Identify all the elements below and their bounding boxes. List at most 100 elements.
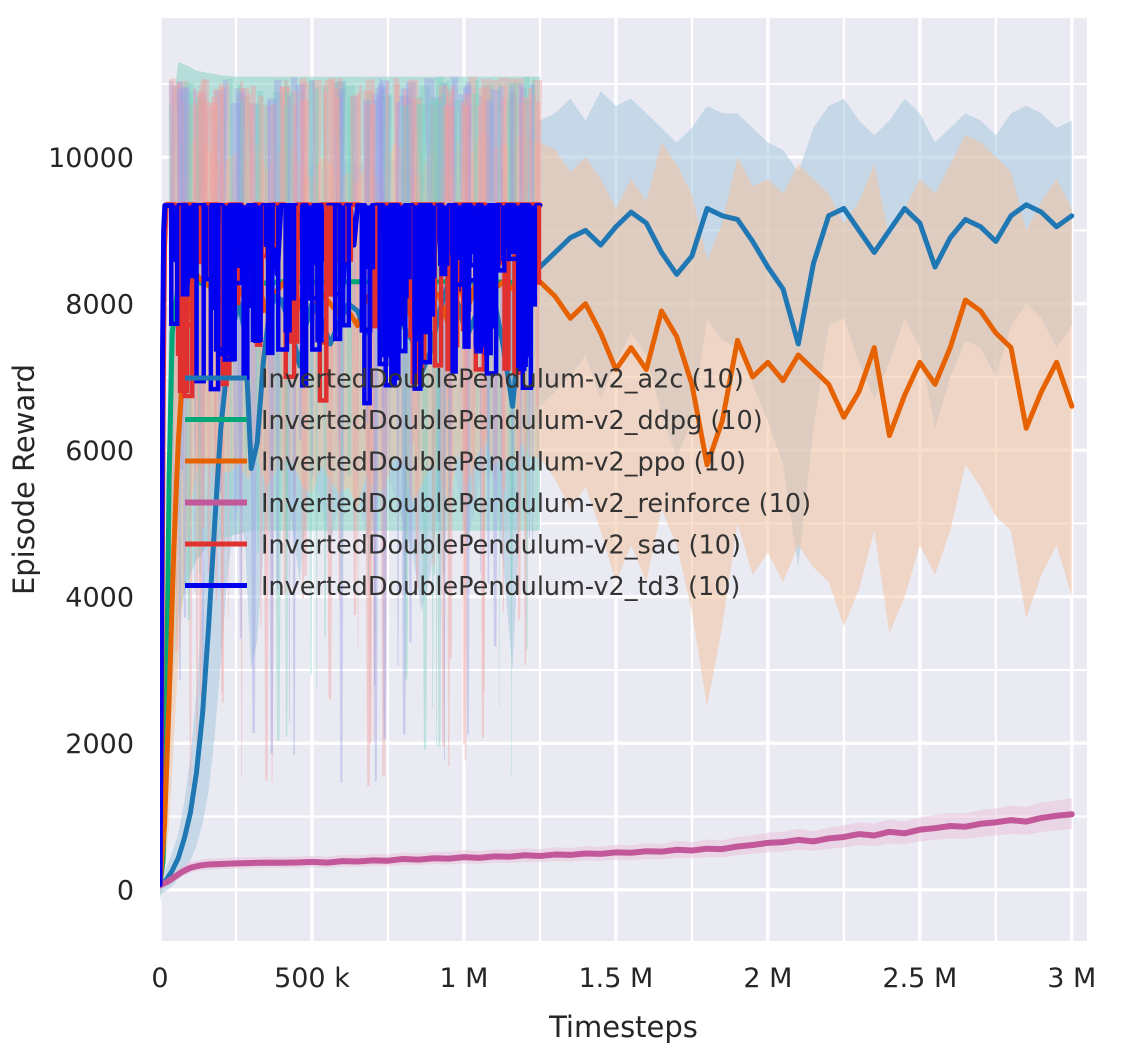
variance-spike: [458, 94, 464, 201]
variance-spike: [484, 86, 492, 287]
plateau-dip: [300, 205, 309, 388]
plateau-dip: [426, 205, 437, 279]
variance-spike: [517, 102, 527, 209]
variance-spike: [453, 100, 464, 284]
plateau-dip: [208, 205, 221, 392]
variance-spike: [237, 103, 245, 277]
series-layer: [160, 61, 1075, 901]
variance-spike: [424, 78, 435, 222]
y-tick-label: 0: [117, 876, 134, 907]
variance-spike: [416, 104, 427, 210]
variance-spike: [175, 83, 181, 260]
plateau-dip: [473, 205, 485, 348]
variance-spike: [323, 91, 328, 280]
variance-spike: [471, 93, 479, 204]
y-tick-label: 2000: [65, 729, 134, 760]
variance-spike: [223, 79, 229, 209]
x-tick-label: 3 M: [1047, 963, 1096, 994]
plateau-dip: [462, 205, 471, 349]
variance-spike: [443, 103, 448, 254]
plateau-dip: [203, 205, 215, 282]
variance-spike: [237, 84, 242, 257]
plateau-dip: [516, 205, 527, 372]
x-tick-label: 1.5 M: [578, 963, 653, 994]
variance-spike: [403, 98, 409, 287]
plateau-dip: [177, 205, 190, 394]
y-tick-label: 8000: [65, 290, 134, 321]
variance-spike: [334, 81, 339, 313]
plateau-dips: [169, 205, 538, 406]
plateau-dip: [315, 205, 324, 343]
plateau-dip: [263, 205, 275, 247]
variance-spike: [433, 99, 443, 506]
plateau-dip: [194, 205, 206, 384]
variance-spike: [379, 77, 382, 252]
x-tick-label: 2.5 M: [882, 963, 957, 994]
variance-spike: [347, 97, 355, 307]
variance-spike: [168, 81, 175, 249]
plateau-dip: [438, 205, 450, 266]
variance-spike: [323, 84, 326, 302]
legend-label: InvertedDoublePendulum-v2_a2c (10): [261, 365, 744, 395]
plateau-dip: [187, 205, 197, 279]
plateau-dip: [243, 205, 255, 309]
variance-spike: [446, 96, 452, 297]
plateau-dip: [252, 205, 261, 344]
variance-spike: [452, 80, 456, 233]
variance-spike: [208, 102, 217, 299]
legend-label: InvertedDoublePendulum-v2_ddpg (10): [261, 406, 763, 436]
variance-spike: [410, 85, 413, 200]
variance-spike: [510, 93, 513, 775]
variance-spike: [375, 88, 385, 253]
plateau-dip: [265, 205, 275, 356]
plateau-dip: [389, 205, 401, 322]
legend-label: InvertedDoublePendulum-v2_reinforce (10): [261, 489, 811, 519]
plateau-dip: [302, 205, 312, 263]
variance-spike: [385, 81, 389, 200]
variance-spike: [332, 87, 336, 296]
variance-spike: [499, 86, 504, 529]
plateau-dip: [275, 205, 290, 352]
variance-spike: [220, 92, 224, 225]
variance-spike: [339, 93, 343, 243]
chart-legend: InvertedDoublePendulum-v2_a2c (10) Invert…: [185, 365, 811, 602]
variance-spike: [301, 90, 305, 240]
series-line: [160, 811, 1075, 889]
plateau-dip: [180, 205, 190, 297]
legend-label: InvertedDoublePendulum-v2_td3 (10): [261, 572, 740, 602]
variance-spike: [394, 83, 400, 231]
plateau-dip: [502, 205, 511, 371]
plateau-dip: [228, 205, 237, 362]
variance-spike: [528, 87, 533, 203]
y-tick-label: 4000: [65, 583, 134, 614]
variance-spike: [530, 83, 535, 208]
variance-spike: [450, 76, 459, 237]
y-tick-label: 10000: [48, 143, 134, 174]
variance-spike: [436, 96, 442, 276]
plateau-dip: [332, 205, 346, 297]
x-tick-label: 2 M: [743, 963, 792, 994]
plateau-dip: [509, 205, 518, 255]
variance-spike: [238, 88, 250, 203]
variance-spike: [532, 77, 536, 319]
variance-spike: [200, 79, 209, 323]
variance-spike: [490, 102, 494, 262]
variance-spike: [334, 97, 343, 233]
plateau-dip: [236, 205, 251, 268]
x-tick-label: 1 M: [439, 963, 488, 994]
legend-label: InvertedDoublePendulum-v2_sac (10): [261, 531, 741, 561]
variance-spike: [313, 87, 320, 261]
variance-spike: [393, 78, 400, 320]
variance-spike: [377, 83, 384, 227]
plateau-dip: [450, 205, 458, 374]
plateau-dip: [169, 205, 180, 327]
variance-spike: [338, 88, 345, 262]
variance-spike: [441, 93, 446, 194]
variance-spike: [407, 88, 411, 232]
variance-spike: [451, 85, 455, 202]
x-tick-label: 0: [151, 963, 168, 994]
x-tick-label: 500 k: [274, 963, 350, 994]
plateau-dip: [362, 205, 372, 406]
variance-spike: [336, 81, 347, 219]
